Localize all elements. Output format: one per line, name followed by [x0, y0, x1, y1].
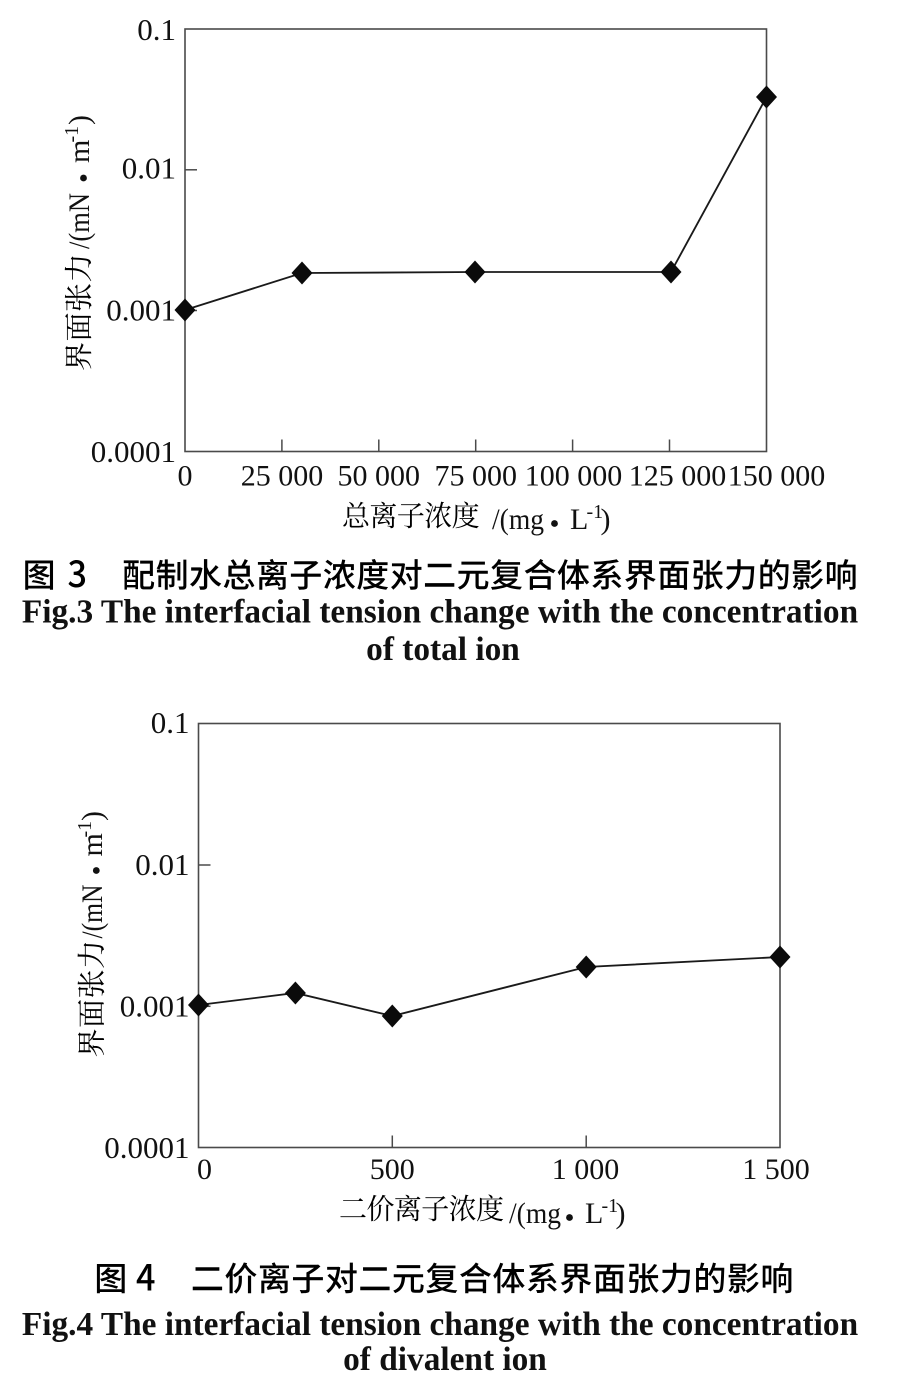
svg-text:L: L	[570, 503, 588, 536]
svg-text:): )	[63, 115, 96, 125]
svg-text:-1: -1	[74, 821, 96, 838]
svg-text:0.0001: 0.0001	[104, 1130, 189, 1165]
svg-text:75 000: 75 000	[434, 460, 517, 493]
svg-text:/(mg: /(mg	[509, 1197, 561, 1230]
svg-text:): )	[616, 1197, 626, 1230]
svg-text:): )	[76, 811, 109, 821]
svg-text:0: 0	[197, 1153, 212, 1186]
svg-text:0.01: 0.01	[135, 847, 189, 882]
svg-text:): )	[601, 503, 611, 536]
svg-text:Fig.3 The interfacial tension: Fig.3 The interfacial tension change wit…	[22, 594, 859, 631]
svg-text:0.001: 0.001	[120, 989, 190, 1024]
svg-text:-1: -1	[602, 1195, 619, 1217]
svg-text:50 000: 50 000	[338, 460, 421, 493]
svg-text:125 000: 125 000	[629, 460, 727, 493]
svg-text:of total ion: of total ion	[366, 631, 520, 668]
svg-text:0.1: 0.1	[137, 12, 176, 47]
svg-text:-1: -1	[587, 501, 604, 523]
svg-text:of divalent ion: of divalent ion	[343, 1341, 547, 1374]
svg-text:/(mg: /(mg	[492, 503, 544, 536]
svg-text:Fig.4 The interfacial tension: Fig.4 The interfacial tension change wit…	[22, 1306, 859, 1343]
svg-text:500: 500	[370, 1153, 415, 1186]
svg-text:0.001: 0.001	[106, 293, 176, 328]
svg-text:L: L	[585, 1197, 603, 1230]
svg-text:0.01: 0.01	[122, 150, 176, 185]
svg-text:1 000: 1 000	[552, 1153, 620, 1186]
svg-text:0.1: 0.1	[151, 705, 190, 740]
svg-text:0: 0	[178, 460, 193, 493]
svg-text:/(mN: /(mN	[76, 885, 109, 939]
svg-text:m: m	[76, 833, 109, 856]
svg-text:25 000: 25 000	[241, 460, 324, 493]
svg-text:0.0001: 0.0001	[91, 434, 176, 469]
svg-text:m: m	[63, 140, 96, 163]
svg-text:1 500: 1 500	[742, 1153, 810, 1186]
svg-text:-1: -1	[61, 126, 83, 143]
svg-text:/(mN: /(mN	[63, 193, 96, 249]
svg-text:100 000: 100 000	[525, 460, 623, 493]
svg-text:150 000: 150 000	[728, 460, 826, 493]
